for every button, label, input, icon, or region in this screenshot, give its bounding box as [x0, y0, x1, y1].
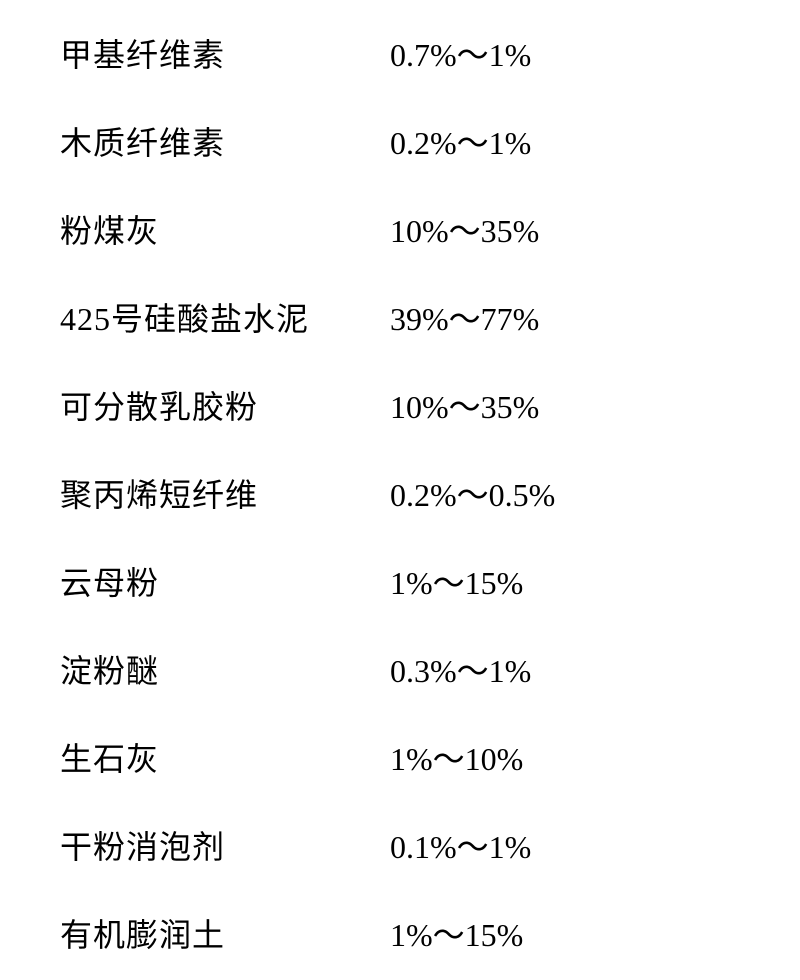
ingredient-label: 甲基纤维素 [60, 30, 390, 76]
table-row: 云母粉 1%～15% [60, 558, 740, 604]
ingredient-label: 425号硅酸盐水泥 [60, 294, 390, 340]
ingredient-label: 云母粉 [60, 558, 390, 604]
ingredient-value: 10%～35% [390, 206, 539, 252]
table-row: 粉煤灰 10%～35% [60, 206, 740, 252]
composition-table: 甲基纤维素 0.7%～1% 木质纤维素 0.2%～1% 粉煤灰 10%～35% … [60, 30, 740, 956]
ingredient-value: 1%～10% [390, 734, 523, 780]
table-row: 有机膨润土 1%～15% [60, 910, 740, 956]
table-row: 生石灰 1%～10% [60, 734, 740, 780]
table-row: 木质纤维素 0.2%～1% [60, 118, 740, 164]
ingredient-value: 0.2%～1% [390, 118, 531, 164]
ingredient-value: 39%～77% [390, 294, 539, 340]
ingredient-label: 木质纤维素 [60, 118, 390, 164]
ingredient-value: 0.1%～1% [390, 822, 531, 868]
ingredient-label: 生石灰 [60, 734, 390, 780]
table-row: 425号硅酸盐水泥 39%～77% [60, 294, 740, 340]
ingredient-value: 10%～35% [390, 382, 539, 428]
ingredient-label: 有机膨润土 [60, 910, 390, 956]
table-row: 甲基纤维素 0.7%～1% [60, 30, 740, 76]
ingredient-value: 1%～15% [390, 910, 523, 956]
table-row: 淀粉醚 0.3%～1% [60, 646, 740, 692]
table-row: 聚丙烯短纤维 0.2%～0.5% [60, 470, 740, 516]
ingredient-value: 0.2%～0.5% [390, 470, 555, 516]
ingredient-label: 聚丙烯短纤维 [60, 470, 390, 516]
ingredient-value: 0.7%～1% [390, 30, 531, 76]
ingredient-label: 粉煤灰 [60, 206, 390, 252]
ingredient-label: 可分散乳胶粉 [60, 382, 390, 428]
table-row: 干粉消泡剂 0.1%～1% [60, 822, 740, 868]
ingredient-value: 0.3%～1% [390, 646, 531, 692]
ingredient-label: 淀粉醚 [60, 646, 390, 692]
table-row: 可分散乳胶粉 10%～35% [60, 382, 740, 428]
ingredient-label: 干粉消泡剂 [60, 822, 390, 868]
ingredient-value: 1%～15% [390, 558, 523, 604]
